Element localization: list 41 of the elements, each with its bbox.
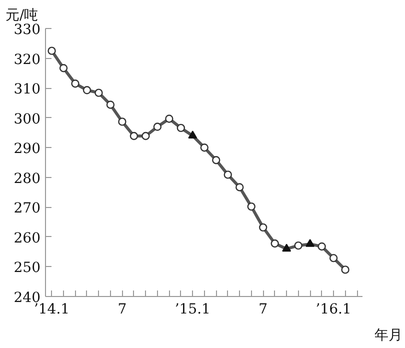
y-tick-label: 290 (14, 141, 41, 158)
point (247, 202, 256, 211)
y-tick-label: 280 (14, 170, 41, 187)
point (200, 144, 208, 152)
y-tick-label: 250 (14, 260, 41, 276)
y-tick-label: 310 (14, 82, 41, 98)
point (258, 223, 268, 232)
point (94, 88, 103, 97)
x-tick-label: 7 (118, 302, 127, 318)
point (71, 79, 80, 88)
point (130, 132, 138, 140)
point (306, 238, 315, 247)
y-tick-label: 300 (14, 111, 41, 128)
y-tick-label: 270 (14, 200, 41, 217)
point (48, 46, 56, 55)
y-tick-label: 330 (14, 22, 41, 38)
y-tick-label: 260 (14, 230, 41, 246)
y-tick-label: 320 (14, 52, 41, 68)
point (142, 132, 150, 140)
point (329, 254, 338, 262)
point (236, 183, 244, 192)
point (282, 244, 292, 252)
x-tick-label: ’15.1 (174, 302, 210, 318)
point (153, 122, 162, 131)
point (294, 241, 302, 250)
point (59, 64, 68, 72)
point (224, 170, 232, 179)
point (270, 239, 279, 248)
point (176, 124, 186, 132)
point (118, 118, 126, 126)
point (188, 130, 198, 139)
point (165, 114, 174, 123)
x-axis-title: 年月 (374, 328, 402, 344)
point (82, 86, 92, 94)
point (341, 266, 350, 274)
x-tick-label: ’16.1 (316, 302, 352, 318)
point (318, 242, 326, 251)
point (212, 156, 220, 164)
y-axis-title: 元/吨 (6, 8, 38, 24)
point (106, 100, 115, 109)
x-tick-label: 7 (258, 302, 268, 318)
